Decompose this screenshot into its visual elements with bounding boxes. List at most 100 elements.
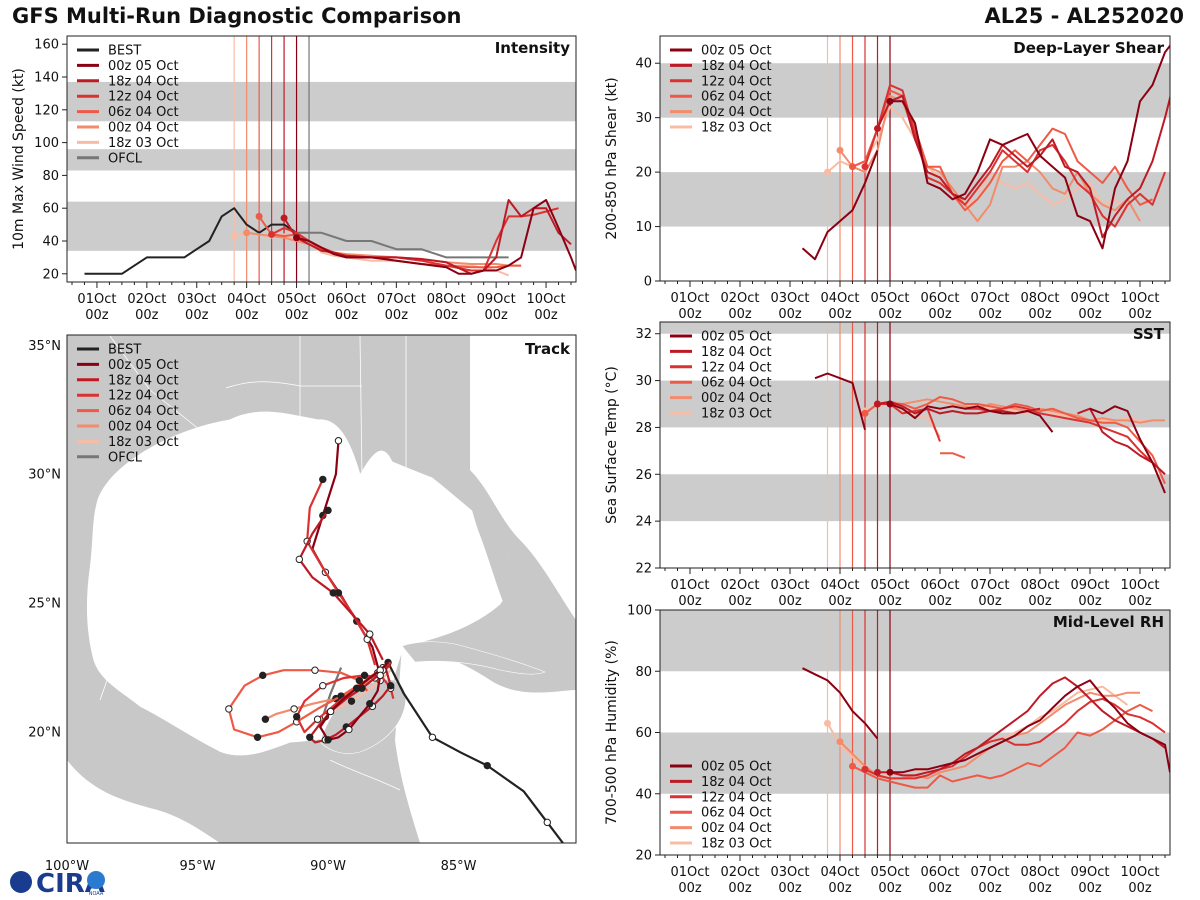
x-tick-label: 04Oct [820, 291, 859, 306]
intensity-chart: 2040608010012014016001Oct00z02Oct00z03Oc… [11, 35, 577, 323]
x-tick-label: 02Oct [127, 292, 166, 307]
legend-label: 00z 05 Oct [108, 358, 179, 373]
series-line [965, 405, 1166, 476]
y-tick-label: 26 [635, 468, 652, 483]
y-tick-label: 20 [42, 267, 59, 282]
legend-label: 06z 04 Oct [108, 105, 179, 120]
legend-label: 12z 04 Oct [701, 74, 772, 89]
x-tick-label: 08Oct [1020, 291, 1059, 306]
legend-label: 00z 05 Oct [701, 330, 772, 345]
track-point-open [225, 705, 233, 713]
x-tick-label: 01Oct [670, 865, 709, 880]
legend-label: BEST [108, 343, 141, 358]
legend-label: 00z 05 Oct [701, 44, 772, 59]
x-tick-label: 00z [1128, 594, 1152, 609]
series-marker [886, 400, 894, 408]
cuba-land [401, 641, 546, 675]
track-point-filled [293, 712, 301, 721]
x-tick-label: 03Oct [770, 291, 809, 306]
x-tick-label: 00z [878, 881, 902, 896]
x-tick-label: 06Oct [327, 292, 366, 307]
legend-label: 18z 04 Oct [108, 74, 179, 89]
series-marker [293, 234, 301, 242]
y-tick-label: 80 [635, 665, 652, 680]
track-point-filled [360, 671, 369, 680]
boundary-line [329, 759, 401, 791]
x-tick-label: 05Oct [870, 578, 909, 593]
x-tick-label: 02Oct [720, 291, 759, 306]
series-marker [255, 212, 263, 220]
series-marker [861, 163, 869, 171]
storm-id: AL25 - AL252020 [984, 4, 1185, 28]
shaded-band [660, 322, 1170, 334]
y-axis-label: 700-500 hPa Humidity (%) [604, 640, 620, 825]
series-line [1077, 407, 1166, 476]
shaded-band [67, 149, 576, 171]
x-tick-label: 00z [978, 881, 1002, 896]
shaded-band [660, 732, 1170, 794]
rh-chart: 2040608010001Oct00z02Oct00z03Oct00z04Oct… [604, 604, 1171, 896]
y-tick-label: 40 [635, 57, 652, 72]
track-point-filled [347, 697, 356, 705]
track-line [306, 478, 377, 666]
x-tick-label: 00z [1028, 594, 1052, 609]
x-tick-label: 09Oct [1070, 865, 1109, 880]
legend-label: 18z 04 Oct [701, 775, 772, 790]
series-line [876, 94, 1170, 239]
series-line [296, 199, 576, 275]
shaded-band [660, 63, 1170, 118]
track-point-filled [353, 684, 361, 692]
series-marker [849, 762, 856, 770]
track-point-open [376, 671, 384, 680]
y-tick-label: 20 [635, 166, 652, 181]
x-tick-label: 00z [678, 881, 702, 896]
track-point-filled [253, 733, 262, 741]
x-tick-label: 00z [85, 308, 109, 323]
x-tick-label: 00z [335, 308, 359, 323]
atlantic-water [470, 335, 576, 620]
legend-label: 06z 04 Oct [701, 376, 772, 391]
x-tick-label: 00z [978, 307, 1002, 322]
series-marker [230, 232, 238, 240]
x-tick-label: 10Oct [1120, 865, 1159, 880]
y-axis-label: 200-850 hPa Shear (kt) [604, 77, 620, 239]
y-tick-label: 30 [635, 374, 652, 389]
panel-title: Mid-Level RH [1053, 613, 1164, 631]
y-tick-label: 40 [635, 787, 652, 802]
track-line [298, 509, 384, 661]
x-tick-label: 00z [728, 881, 752, 896]
track-point-filled [306, 733, 314, 741]
x-tick-label: 00z [235, 308, 259, 323]
x-tick-label: 05Oct [870, 291, 909, 306]
x-tick-label: 07Oct [970, 578, 1009, 593]
track-point-open [295, 555, 304, 564]
track-point-open [366, 630, 374, 638]
x-tick-label: 00z [728, 307, 752, 322]
x-tick-label: 00z [185, 308, 209, 323]
y-tick-label: 100 [34, 136, 59, 151]
x-tick-label: 08Oct [427, 292, 466, 307]
track-map: 100°W 95°W 90°W 85°W 20°N 25°N 30°N 35°N Track BE… [28, 334, 577, 874]
panel-title: Track [525, 340, 571, 358]
series-marker [874, 768, 881, 776]
legend-label: OFCL [108, 450, 143, 465]
y-tick-label: 120 [34, 103, 59, 118]
y-tick-label: 60 [42, 202, 59, 217]
y-axis-label: Sea Surface Temp (°C) [604, 366, 620, 524]
panel-title: SST [1133, 325, 1165, 343]
track-line [227, 664, 389, 739]
panel-title: Intensity [495, 39, 571, 57]
track-point-filled [324, 506, 332, 515]
x-tick-label: 04Oct [820, 865, 859, 880]
noaa-logo-text: NOAA [89, 891, 104, 897]
x-tick-label: 00z [1028, 307, 1052, 322]
track-point-open [345, 725, 353, 734]
x-tick-label: 00z [678, 307, 702, 322]
legend-label: BEST [108, 44, 141, 59]
x-tick-label: 10Oct [1120, 291, 1159, 306]
y-tick-label: 22 [635, 562, 652, 577]
x-tick-label: 00z [828, 307, 852, 322]
boundary-line [359, 335, 363, 477]
series-line [852, 703, 1153, 789]
series-marker [268, 230, 276, 238]
